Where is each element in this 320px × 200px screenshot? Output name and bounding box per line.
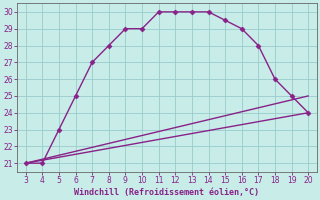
- X-axis label: Windchill (Refroidissement éolien,°C): Windchill (Refroidissement éolien,°C): [75, 188, 260, 197]
